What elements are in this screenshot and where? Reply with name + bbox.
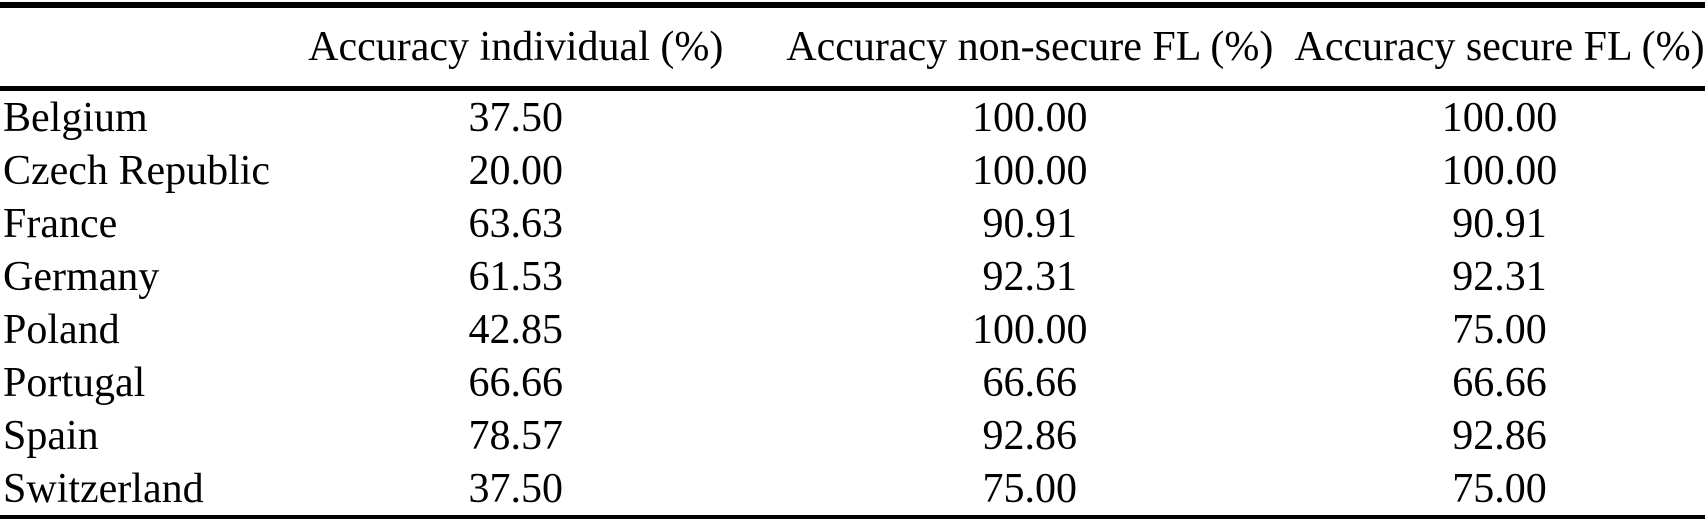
accuracy-non-secure-fl-value: 75.00 (765, 462, 1295, 519)
country-label: France (3, 200, 118, 247)
accuracy-individual-value: 63.63 (468, 200, 564, 247)
accuracy-individual-value: 66.66 (468, 359, 564, 406)
table-row-portugal: Portugal 66.66 66.66 66.66 (0, 356, 1705, 409)
accuracy-secure-fl-value: 90.91 (1452, 200, 1547, 247)
table-row-czech-republic: Czech Republic 20.00 100.00 100.00 (0, 144, 1705, 197)
accuracy-non-secure-fl-value: 92.31 (982, 253, 1078, 300)
accuracy-individual-value: 37.50 (265, 462, 766, 519)
column-header-accuracy-individual: Accuracy individual (%) (265, 2, 766, 91)
table-row-switzerland: Switzerland 37.50 75.00 75.00 (0, 462, 1705, 519)
accuracy-non-secure-fl-value: 100.00 (972, 147, 1088, 194)
country-label: Germany (3, 253, 160, 300)
table-row-germany: Germany 61.53 92.31 92.31 (0, 250, 1705, 303)
accuracy-individual-value: 61.53 (468, 253, 564, 300)
accuracy-secure-fl-value: 75.00 (1294, 462, 1705, 519)
accuracy-non-secure-fl-value: 100.00 (972, 306, 1088, 353)
accuracy-individual-value: 42.85 (468, 306, 564, 353)
accuracy-secure-fl-value: 92.86 (1452, 412, 1547, 459)
accuracy-secure-fl-value: 75.00 (1452, 306, 1547, 353)
accuracy-individual-value: 78.57 (468, 412, 564, 459)
accuracy-individual-value: 20.00 (468, 147, 564, 194)
country-label: Poland (3, 306, 120, 353)
column-header-accuracy-non-secure-fl: Accuracy non-secure FL (%) (765, 2, 1295, 91)
table-row-france: France 63.63 90.91 90.91 (0, 197, 1705, 250)
accuracy-secure-fl-value: 92.31 (1452, 253, 1547, 300)
table-row-poland: Poland 42.85 100.00 75.00 (0, 303, 1705, 356)
accuracy-secure-fl-value: 100.00 (1441, 94, 1558, 141)
country-label: Czech Republic (3, 147, 271, 194)
country-label: Portugal (3, 359, 146, 406)
country-label: Switzerland (0, 462, 266, 519)
accuracy-individual-value: 37.50 (468, 94, 564, 141)
column-header-country (0, 2, 266, 91)
accuracy-non-secure-fl-value: 66.66 (982, 359, 1078, 406)
country-label: Belgium (3, 94, 148, 141)
accuracy-non-secure-fl-value: 92.86 (982, 412, 1078, 459)
accuracy-secure-fl-value: 66.66 (1452, 359, 1547, 406)
accuracy-non-secure-fl-value: 90.91 (982, 200, 1078, 247)
table-row-belgium: Belgium 37.50 100.00 100.00 (0, 89, 1705, 145)
country-label: Spain (3, 412, 99, 459)
table-row-spain: Spain 78.57 92.86 92.86 (0, 409, 1705, 462)
column-header-accuracy-secure-fl: Accuracy secure FL (%) (1294, 2, 1705, 91)
accuracy-secure-fl-value: 100.00 (1441, 147, 1558, 194)
accuracy-non-secure-fl-value: 100.00 (972, 94, 1088, 141)
header-row: Accuracy individual (%) Accuracy non-sec… (0, 2, 1705, 91)
